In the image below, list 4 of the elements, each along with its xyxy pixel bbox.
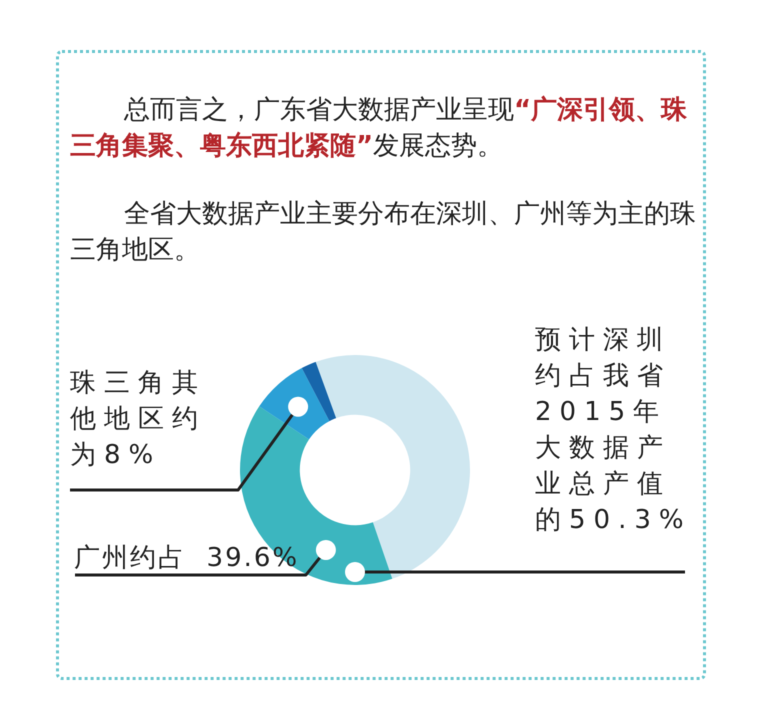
slice-label: 预计深圳约占我省2015年大数据产业总产值的50.3%	[535, 324, 693, 537]
chart-title: 总而言之，广东省大数据产业呈现“广深引领、珠三角集聚、粤东西北紧随”发展态势。	[70, 95, 688, 161]
chart-subtitle: 全省大数据产业主要分布在深圳、广州等为主的珠三角地区。	[70, 198, 697, 267]
slice-label: 珠三角其他地区约为8%	[70, 367, 207, 472]
